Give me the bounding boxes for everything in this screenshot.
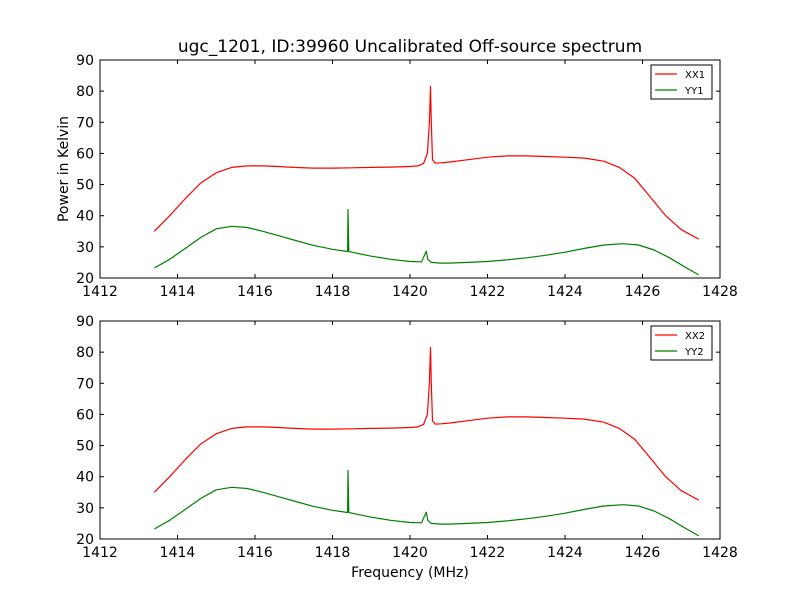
bottom-panel: 1412 1414 1416 1418 1420 1422 1424 1426 1428 20 30…	[76, 314, 738, 561]
y-tick-label: 50	[76, 439, 94, 455]
y-tick-label: 40	[76, 470, 94, 486]
x-axis-label: Frequency (MHz)	[351, 565, 469, 581]
y-tick-label: 70	[76, 115, 94, 131]
x-tick-label: 1412	[82, 545, 118, 561]
x-tick-label: 1418	[315, 545, 351, 561]
x-tick-label: 1428	[702, 545, 738, 561]
y-tick-label: 30	[76, 240, 94, 256]
top-panel: 1412 1414 1416 1418 1420 1422 1424 1426 1428 20 30…	[76, 53, 738, 300]
legend-label-yy1: YY1	[684, 86, 704, 97]
series-line-xx2	[153, 346, 699, 501]
x-tick-label: 1420	[392, 284, 428, 300]
y-tick-label: 20	[76, 271, 94, 287]
x-tick-label: 1424	[547, 284, 583, 300]
x-tick-label: 1420	[392, 545, 428, 561]
legend-label-yy2: YY2	[684, 347, 704, 358]
legend-label-xx2: XX2	[685, 331, 705, 342]
x-tick-label: 1422	[470, 284, 506, 300]
series-line-xx1	[153, 85, 699, 240]
y-tick-label: 70	[76, 376, 94, 392]
y-tick-label: 80	[76, 84, 94, 100]
y-tick-label: 20	[76, 532, 94, 548]
y-axis-label: Power in Kelvin	[56, 116, 72, 222]
y-tick-label: 90	[76, 314, 94, 330]
y-tick-label: 60	[76, 407, 94, 423]
y-tick-label: 40	[76, 209, 94, 225]
x-tick-label: 1414	[160, 545, 196, 561]
x-tick-label: 1416	[237, 284, 273, 300]
x-tick-label: 1416	[237, 545, 273, 561]
x-tick-label: 1414	[160, 284, 196, 300]
x-tick-label: 1422	[470, 545, 506, 561]
x-tick-label: 1418	[315, 284, 351, 300]
legend-box	[650, 64, 713, 100]
figure-title: ugc_1201, ID:39960 Uncalibrated Off-sour…	[178, 37, 642, 57]
y-tick-label: 90	[76, 53, 94, 69]
series-line-yy2	[154, 469, 699, 537]
y-tick-label: 50	[76, 178, 94, 194]
legend-label-xx1: XX1	[685, 70, 705, 81]
x-tick-label: 1424	[547, 545, 583, 561]
y-tick-label: 30	[76, 501, 94, 517]
x-tick-label: 1412	[82, 284, 118, 300]
x-tick-label: 1428	[702, 284, 738, 300]
legend-box	[650, 325, 713, 361]
x-tick-label: 1426	[625, 545, 661, 561]
y-tick-label: 60	[76, 146, 94, 162]
x-tick-label: 1426	[625, 284, 661, 300]
y-tick-label: 80	[76, 345, 94, 361]
series-line-yy1	[154, 208, 699, 276]
